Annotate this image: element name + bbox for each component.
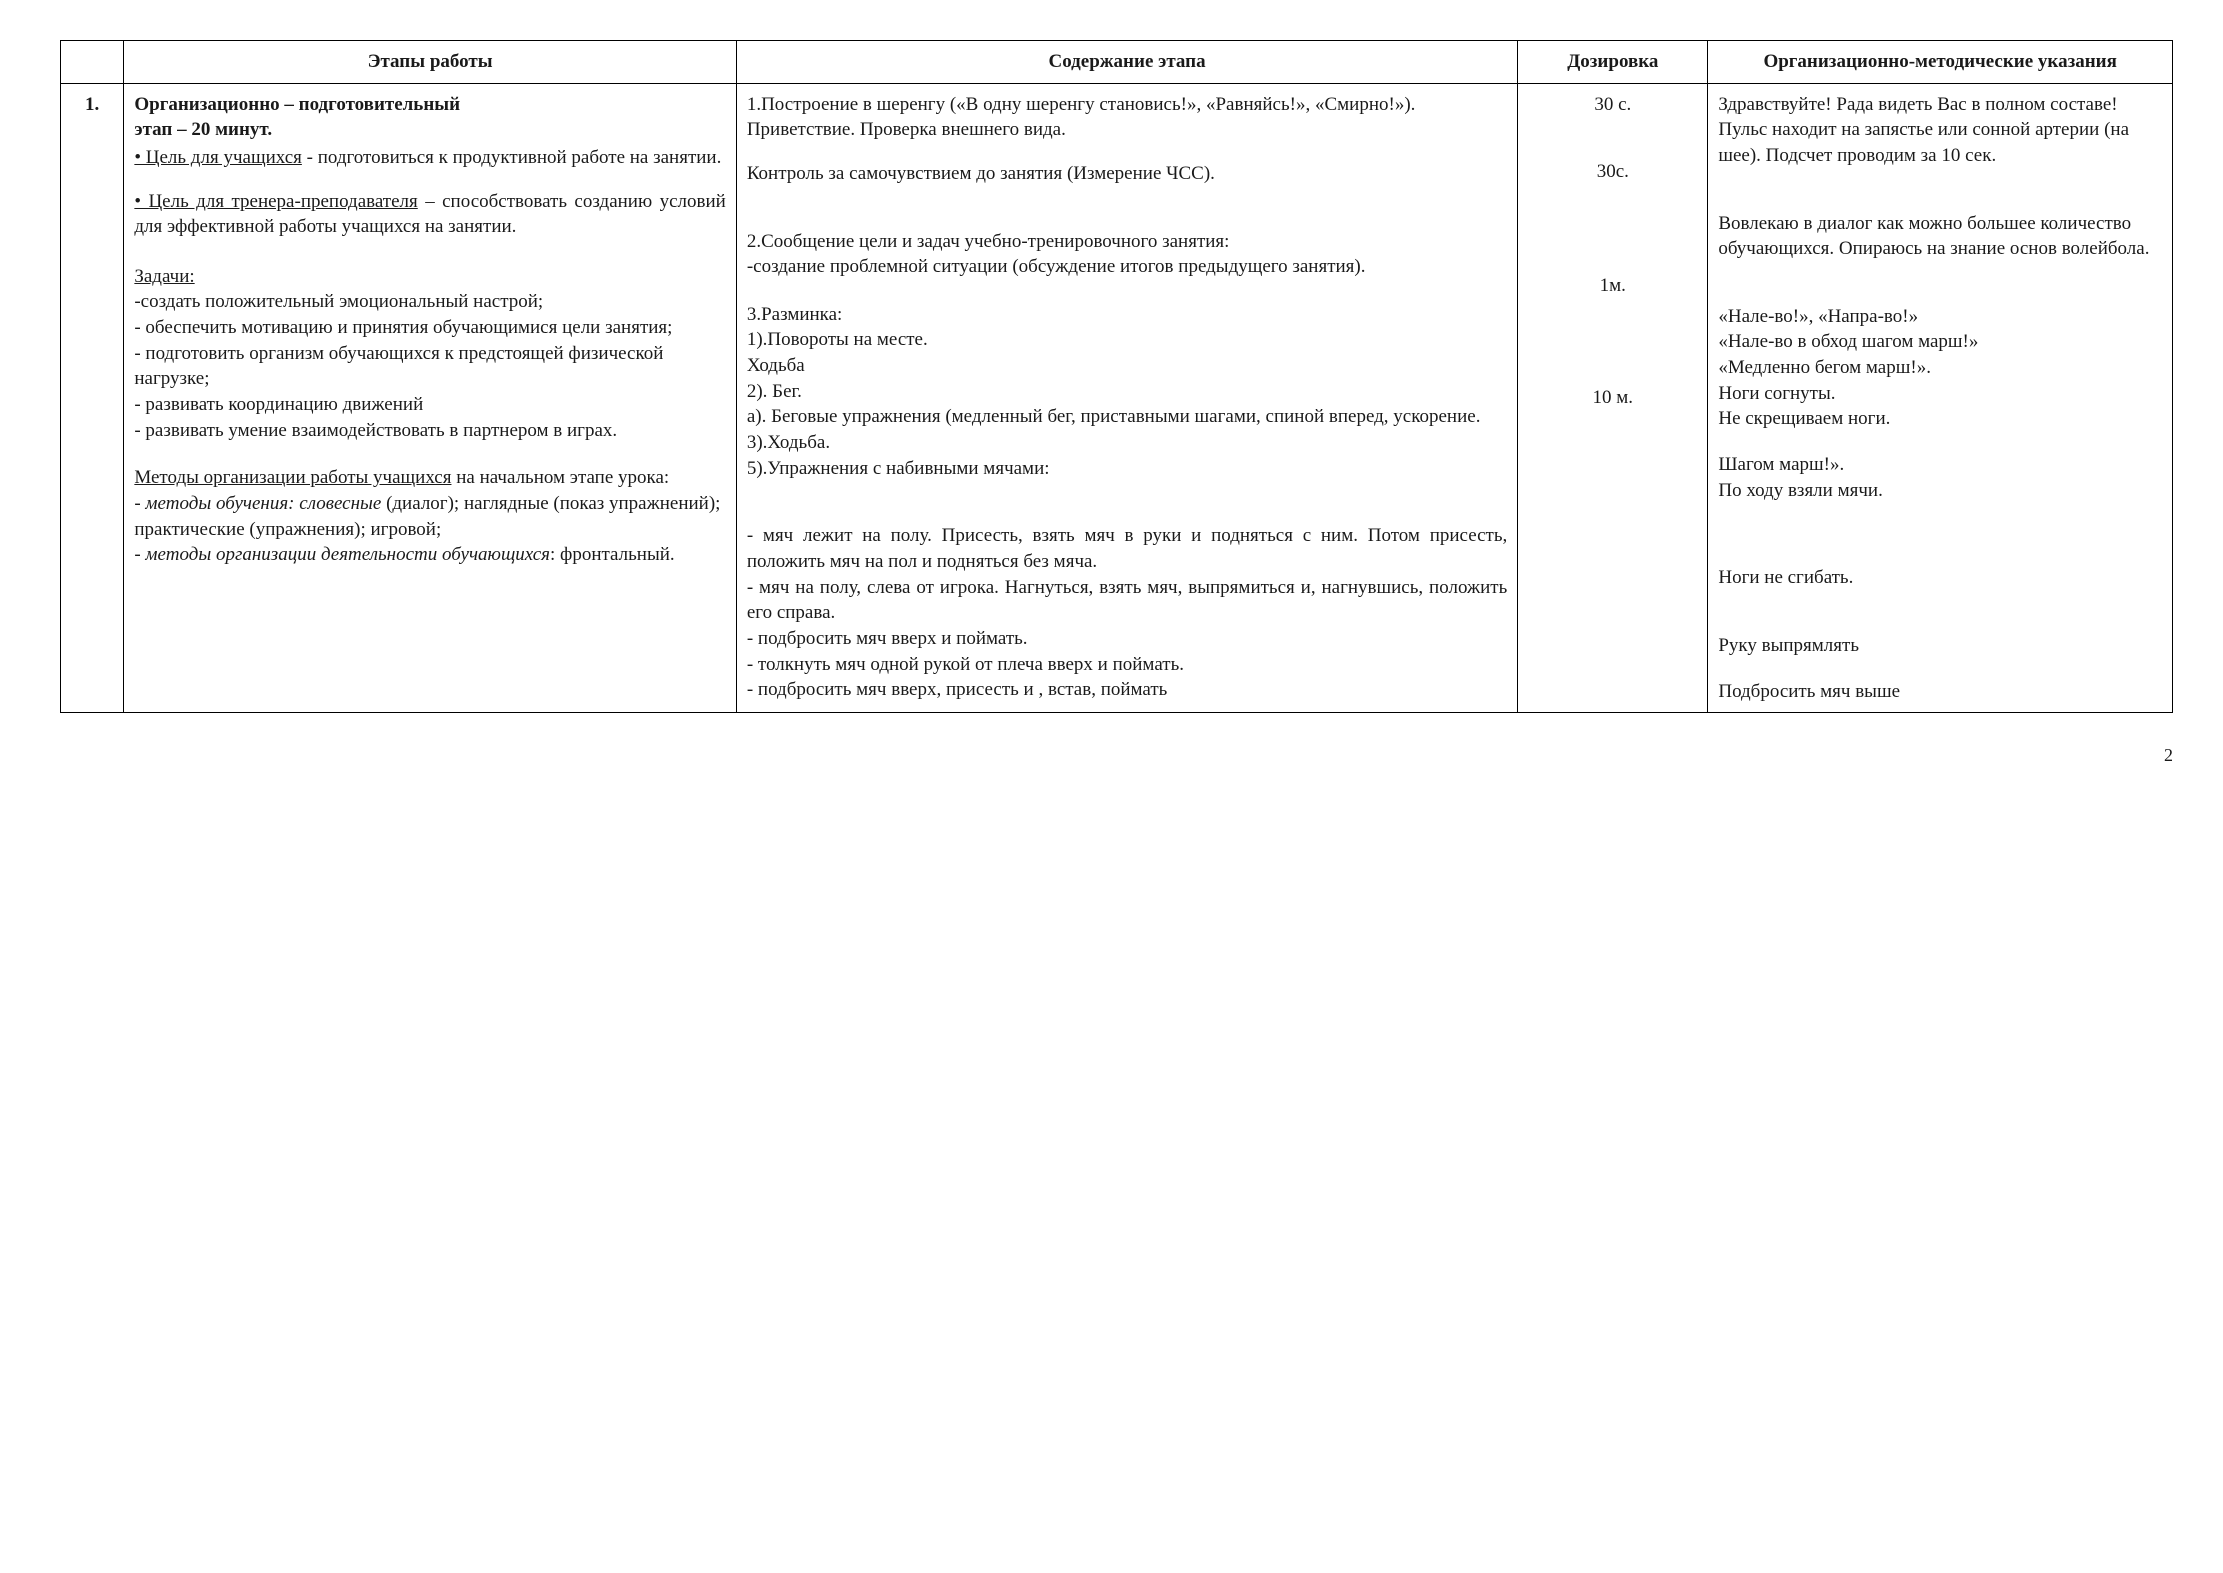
task-4: - развивать координацию движений: [134, 392, 725, 418]
header-dosage: Дозировка: [1518, 41, 1708, 84]
note-9: По ходу взяли мячи.: [1718, 478, 2162, 504]
note-1: Здравствуйте! Рада видеть Вас в полном с…: [1718, 92, 2162, 118]
note-2: Пульс находит на запястье или сонной арт…: [1718, 117, 2162, 168]
content-p12: 5).Упражнения с набивными мячами:: [747, 456, 1507, 482]
task-2: - обеспечить мотивацию и принятия обучаю…: [134, 315, 725, 341]
table-row: 1. Организационно – подготовительный эта…: [61, 83, 2173, 713]
note-12: Подбросить мяч выше: [1718, 679, 2162, 705]
stage-title-b: этап – 20 минут.: [134, 119, 272, 140]
content-p17: - подбросить мяч вверх, присесть и , вст…: [747, 677, 1507, 703]
cell-notes: Здравствуйте! Рада видеть Вас в полном с…: [1708, 83, 2173, 713]
content-p16: - толкнуть мяч одной рукой от плеча ввер…: [747, 652, 1507, 678]
methods-label: Методы организации работы учащихся: [134, 467, 451, 488]
content-p13: - мяч лежит на полу. Присесть, взять мяч…: [747, 523, 1507, 574]
dosage-1: 30 с.: [1528, 92, 1697, 118]
note-11: Руку выпрямлять: [1718, 633, 2162, 659]
dosage-3: 1м.: [1528, 273, 1697, 299]
goal-students-label: • Цель для учащихся: [134, 147, 302, 168]
dosage-4: 10 м.: [1528, 385, 1697, 411]
content-p7: 1).Повороты на месте.: [747, 327, 1507, 353]
content-p3: Контроль за самочувствием до занятия (Из…: [747, 161, 1507, 187]
cell-num: 1.: [61, 83, 124, 713]
note-7: Не скрещиваем ноги.: [1718, 406, 2162, 432]
dosage-2: 30с.: [1528, 159, 1697, 185]
content-p15: - подбросить мяч вверх и поймать.: [747, 626, 1507, 652]
note-3: Вовлекаю в диалог как можно большее коли…: [1718, 211, 2162, 262]
content-p9: 2). Бег.: [747, 379, 1507, 405]
content-p1: 1.Построение в шеренгу («В одну шеренгу …: [747, 92, 1507, 118]
task-3: - подготовить организм обучающихся к пре…: [134, 341, 725, 392]
content-p10: а). Беговые упражнения (медленный бег, п…: [747, 404, 1507, 430]
content-p14: - мяч на полу, слева от игрока. Нагнутьс…: [747, 575, 1507, 626]
content-p5: -создание проблемной ситуации (обсуждени…: [747, 254, 1507, 280]
content-p8: Ходьба: [747, 353, 1507, 379]
goal-teacher-label: • Цель для тренера-преподавателя: [134, 191, 417, 212]
header-notes: Организационно-методические указания: [1708, 41, 2173, 84]
cell-dosage: 30 с. 30с. 1м. 10 м.: [1518, 83, 1708, 713]
note-4b: «Нале-во в обход шагом марш!»: [1718, 331, 1978, 352]
goal-students-text: - подготовиться к продуктивной работе на…: [302, 147, 721, 168]
note-6: Ноги согнуты.: [1718, 381, 2162, 407]
content-p11: 3).Ходьба.: [747, 430, 1507, 456]
methods-2a: - методы организации деятельности обучаю…: [134, 544, 550, 565]
header-num: [61, 41, 124, 84]
page-number: 2: [60, 743, 2173, 767]
note-8: Шагом марш!».: [1718, 452, 2162, 478]
methods-1a: - методы обучения: словесные: [134, 493, 381, 514]
header-stages: Этапы работы: [124, 41, 736, 84]
tasks-label: Задачи:: [134, 266, 194, 287]
cell-stages: Организационно – подготовительный этап –…: [124, 83, 736, 713]
note-5: «Медленно бегом марш!».: [1718, 355, 2162, 381]
header-content: Содержание этапа: [736, 41, 1517, 84]
lesson-plan-table: Этапы работы Содержание этапа Дозировка …: [60, 40, 2173, 713]
task-1: -создать положительный эмоциональный нас…: [134, 289, 725, 315]
methods-tail: на начальном этапе урока:: [451, 467, 669, 488]
note-4a: «Нале-во!», «Напра-во!»: [1718, 306, 1918, 327]
cell-content: 1.Построение в шеренгу («В одну шеренгу …: [736, 83, 1517, 713]
task-5: - развивать умение взаимодействовать в п…: [134, 418, 725, 444]
note-10: Ноги не сгибать.: [1718, 565, 2162, 591]
content-p6: 3.Разминка:: [747, 302, 1507, 328]
methods-2b: : фронтальный.: [550, 544, 675, 565]
table-header-row: Этапы работы Содержание этапа Дозировка …: [61, 41, 2173, 84]
content-p4: 2.Сообщение цели и задач учебно-трениров…: [747, 229, 1507, 255]
stage-title-a: Организационно – подготовительный: [134, 94, 460, 115]
content-p2: Приветствие. Проверка внешнего вида.: [747, 117, 1507, 143]
